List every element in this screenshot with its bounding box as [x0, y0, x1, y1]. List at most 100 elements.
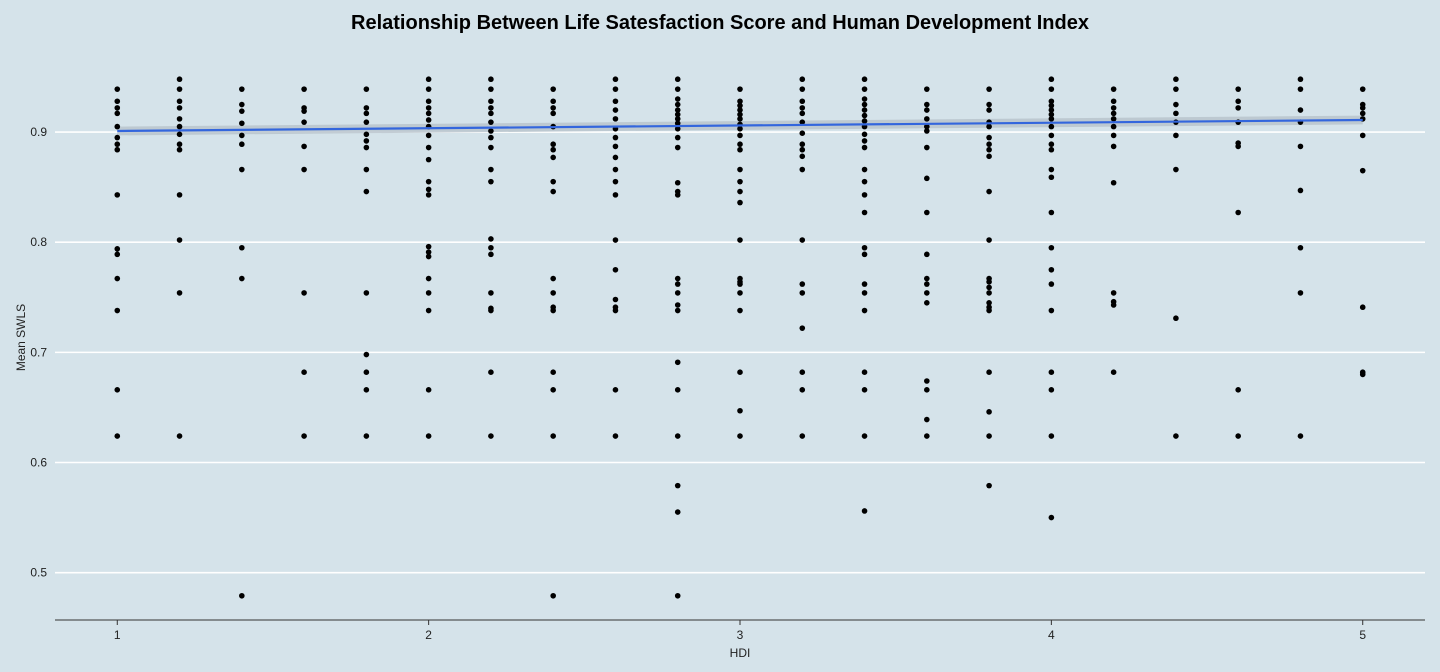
data-point: [176, 98, 183, 105]
data-point: [674, 116, 681, 122]
data-point: [986, 433, 992, 439]
data-point: [1048, 102, 1055, 109]
data-point: [1297, 187, 1304, 194]
data-point: [737, 178, 743, 185]
data-point: [114, 251, 121, 258]
data-point: [986, 141, 992, 148]
data-point: [488, 105, 494, 111]
data-point: [861, 138, 868, 144]
data-point: [239, 244, 245, 251]
data-point: [612, 143, 619, 150]
data-point: [986, 188, 992, 195]
data-point: [114, 246, 121, 252]
data-point: [986, 123, 992, 130]
data-point: [612, 86, 619, 92]
data-point: [1235, 209, 1241, 216]
data-point: [799, 119, 806, 125]
data-point: [924, 144, 930, 151]
data-point: [737, 290, 743, 296]
data-point: [799, 86, 806, 92]
data-point: [737, 433, 743, 439]
data-point: [612, 76, 619, 83]
data-point: [425, 178, 432, 185]
data-point: [924, 387, 930, 393]
data-point: [176, 290, 183, 296]
data-point: [550, 146, 556, 153]
data-point: [674, 120, 681, 127]
data-point: [674, 433, 681, 439]
data-point: [114, 275, 121, 282]
data-point: [1048, 98, 1055, 105]
data-point: [363, 387, 370, 393]
data-point: [488, 236, 494, 242]
data-point: [799, 76, 806, 83]
data-point: [799, 281, 806, 287]
data-point: [986, 307, 992, 314]
data-point: [488, 290, 494, 296]
trend-line: [117, 118, 1363, 133]
data-point: [861, 369, 868, 375]
data-point: [924, 123, 930, 130]
data-point: [1297, 290, 1304, 296]
data-point: [986, 237, 992, 243]
data-point: [488, 144, 494, 151]
x-tick-label: 3: [737, 628, 744, 642]
data-point: [861, 178, 868, 185]
data-point: [363, 105, 370, 111]
data-point: [924, 251, 930, 258]
data-point: [799, 105, 806, 111]
data-point: [114, 433, 121, 439]
data-point: [425, 192, 432, 198]
data-point: [1235, 86, 1241, 92]
data-point: [986, 290, 992, 296]
data-point: [799, 387, 806, 393]
data-point: [363, 131, 370, 138]
data-point: [612, 178, 619, 185]
data-point: [1048, 209, 1055, 216]
data-point: [612, 116, 619, 122]
data-point: [363, 144, 370, 151]
data-point: [674, 290, 681, 296]
data-point: [1048, 174, 1055, 181]
data-point: [114, 146, 121, 153]
data-point: [176, 116, 183, 122]
data-point: [488, 134, 494, 141]
axis-layer: 0.5 0.6 0.7 0.8 0.9 1 2 3 4 5: [30, 125, 1425, 642]
data-point: [737, 125, 743, 132]
data-point: [986, 146, 992, 153]
data-point: [1110, 290, 1117, 296]
data-point: [924, 107, 930, 113]
chart-title: Relationship Between Life Satesfaction S…: [351, 12, 1089, 34]
data-point: [114, 86, 121, 92]
data-point: [799, 237, 806, 243]
y-tick-label: 0.7: [30, 345, 47, 359]
data-point: [363, 188, 370, 195]
data-point: [1110, 179, 1117, 186]
data-point: [674, 359, 681, 366]
data-point: [924, 275, 930, 282]
data-point: [861, 112, 868, 119]
data-point: [363, 138, 370, 144]
data-point: [488, 128, 494, 134]
data-point: [114, 98, 121, 105]
data-point: [612, 134, 619, 141]
data-point: [488, 76, 494, 83]
data-point: [674, 96, 681, 102]
data-point: [1359, 304, 1366, 311]
data-point: [114, 134, 121, 141]
data-point: [425, 156, 432, 163]
data-point: [799, 325, 806, 331]
data-point: [1359, 105, 1366, 111]
data-point: [176, 86, 183, 92]
y-tick-label: 0.6: [30, 456, 47, 470]
data-point: [1359, 371, 1366, 378]
data-point: [1048, 141, 1055, 148]
data-point: [986, 482, 992, 489]
data-point: [550, 141, 556, 148]
data-point: [986, 279, 992, 285]
x-tick-label: 4: [1048, 628, 1055, 642]
data-point: [799, 146, 806, 153]
data-point: [1048, 166, 1055, 173]
data-point: [1110, 143, 1117, 150]
